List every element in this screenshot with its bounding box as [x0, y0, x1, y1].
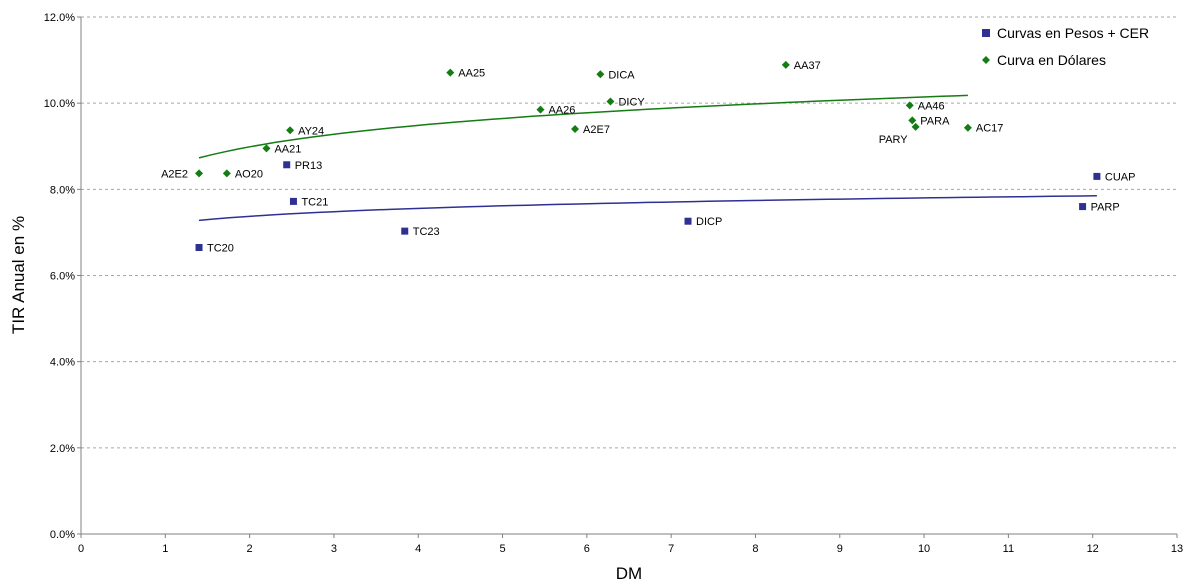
x-tick-label: 4: [415, 543, 421, 555]
x-tick-label: 3: [331, 543, 337, 555]
point-parp: [1079, 203, 1087, 211]
point-dicy: [606, 97, 615, 106]
point-label-a2e2: A2E2: [161, 168, 188, 180]
point-label-tc20: TC20: [207, 242, 234, 254]
legend: Curvas en Pesos + CER Curva en Dólares: [982, 25, 1149, 68]
x-tick-label: 0: [78, 543, 84, 555]
y-tick-label: 12.0%: [44, 12, 75, 24]
point-label-dica: DICA: [608, 69, 635, 81]
point-label-dicy: DICY: [618, 96, 645, 108]
point-para: [908, 116, 917, 125]
x-tick-label: 12: [1087, 543, 1099, 555]
point-pary: [911, 122, 920, 131]
point-label-tc21: TC21: [301, 196, 328, 208]
point-labels: TC20 PR13 TC21 TC23 DICP PARP CUAP A2E2 AO20 AA21…: [161, 60, 1135, 255]
x-tick-label: 10: [918, 543, 930, 555]
x-tick-label: 9: [837, 543, 843, 555]
point-label-pr13: PR13: [295, 160, 323, 172]
point-label-parp: PARP: [1091, 202, 1120, 214]
point-pr13: [283, 161, 291, 169]
x-tick-label: 6: [584, 543, 590, 555]
point-label-ao20: AO20: [235, 168, 263, 180]
point-label-ay24: AY24: [298, 125, 324, 137]
point-aa25: [446, 68, 455, 77]
point-label-aa26: AA26: [548, 105, 575, 117]
point-label-pary: PARY: [879, 134, 909, 146]
point-label-aa46: AA46: [918, 100, 945, 112]
point-label-aa25: AA25: [458, 68, 485, 80]
y-tick-label: 0.0%: [50, 529, 75, 541]
point-label-cuap: CUAP: [1105, 171, 1136, 183]
point-tc20: [195, 243, 203, 251]
trend-line-dolares: [198, 94, 968, 159]
x-tick-label: 2: [247, 543, 253, 555]
legend-label-dolares: Curva en Dólares: [997, 52, 1106, 68]
y-tick-label: 10.0%: [44, 98, 75, 110]
x-tick-label: 8: [752, 543, 758, 555]
point-dica: [596, 70, 605, 79]
axes: 0.0%2.0%4.0%6.0%8.0%10.0%12.0%0 1 2 3 4 5 6 7 8 9…: [44, 12, 1183, 555]
y-tick-label: 2.0%: [50, 443, 75, 455]
x-tick-label: 7: [668, 543, 674, 555]
point-aa21: [262, 144, 271, 153]
point-label-para: PARA: [920, 115, 950, 127]
point-tc23: [401, 227, 409, 235]
x-axis-title: DM: [616, 564, 642, 583]
point-label-ac17: AC17: [976, 123, 1004, 135]
point-label-aa21: AA21: [274, 143, 301, 155]
grid-lines: [81, 16, 1177, 449]
point-tc21: [289, 197, 297, 205]
y-tick-label: 8.0%: [50, 184, 75, 196]
trend-lines: [198, 94, 1097, 222]
point-aa46: [905, 101, 914, 110]
data-points: [195, 60, 1101, 251]
point-cuap: [1093, 172, 1101, 180]
x-tick-label: 1: [162, 543, 168, 555]
point-a2e7: [571, 125, 580, 134]
point-a2e2: [195, 169, 204, 178]
point-aa37: [781, 60, 790, 69]
point-label-aa37: AA37: [794, 60, 821, 72]
point-ao20: [222, 169, 231, 178]
x-tick-label: 13: [1171, 543, 1183, 555]
point-ac17: [963, 123, 972, 132]
y-tick-label: 4.0%: [50, 357, 75, 369]
trend-line-pesos-cer: [198, 195, 1097, 222]
point-label-a2e7: A2E7: [583, 124, 610, 136]
point-aa26: [536, 105, 545, 114]
legend-marker-pesos-cer: [982, 29, 990, 37]
legend-marker-dolares: [982, 56, 990, 64]
point-ay24: [286, 126, 295, 135]
legend-label-pesos-cer: Curvas en Pesos + CER: [997, 25, 1149, 41]
x-tick-label: 5: [499, 543, 505, 555]
x-tick-label: 11: [1003, 543, 1014, 555]
point-label-dicp: DICP: [696, 216, 722, 228]
point-label-tc23: TC23: [413, 226, 440, 238]
y-axis-title: TIR Anual en %: [9, 216, 28, 334]
y-tick-label: 6.0%: [50, 271, 75, 283]
point-dicp: [684, 217, 692, 225]
